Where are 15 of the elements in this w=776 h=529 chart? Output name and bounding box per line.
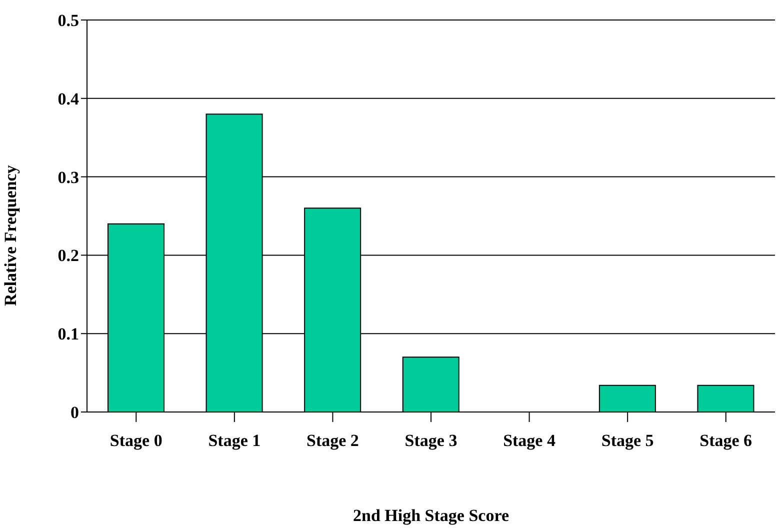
- y-tick-label: 0.5: [58, 11, 79, 30]
- y-tick-label: 0: [70, 403, 79, 422]
- y-tick-label: 0.1: [58, 324, 79, 344]
- y-axis-title: Relative Frequency: [1, 164, 20, 306]
- x-tick-label: Stage 4: [503, 431, 556, 450]
- y-tick-label: 0.2: [58, 246, 79, 266]
- x-tick-label: Stage 5: [601, 431, 654, 450]
- y-tick-label: 0.3: [58, 168, 79, 187]
- y-tick-label: 0.4: [58, 89, 80, 108]
- x-tick-label: Stage 3: [404, 431, 458, 450]
- x-tick-label: Stage 6: [700, 431, 752, 450]
- x-tick-label: Stage 1: [208, 431, 261, 450]
- x-axis-title: 2nd High Stage Score: [352, 506, 510, 525]
- x-tick-label: Stage 0: [110, 431, 162, 450]
- x-tick-label: Stage 2: [306, 431, 359, 450]
